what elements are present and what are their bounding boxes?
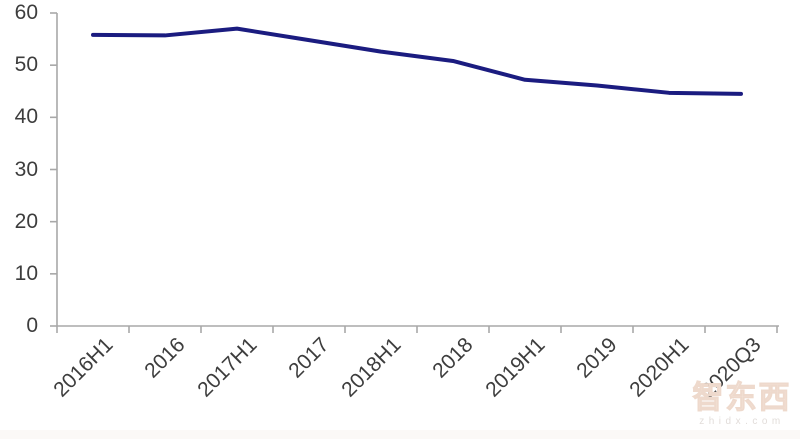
y-axis-tick-label: 50 — [14, 53, 38, 77]
y-axis-tick-label: 30 — [14, 157, 38, 181]
y-axis-tick-label: 40 — [14, 105, 38, 129]
y-axis-tick-label: 10 — [14, 261, 38, 285]
y-axis-tick-label: 60 — [14, 1, 38, 24]
y-axis-tick-label: 20 — [14, 209, 38, 233]
bottom-edge-band — [0, 430, 800, 439]
axis-lines — [56, 13, 779, 327]
y-axis-tick-label: 0 — [26, 314, 38, 337]
data-series-line — [91, 26, 743, 96]
